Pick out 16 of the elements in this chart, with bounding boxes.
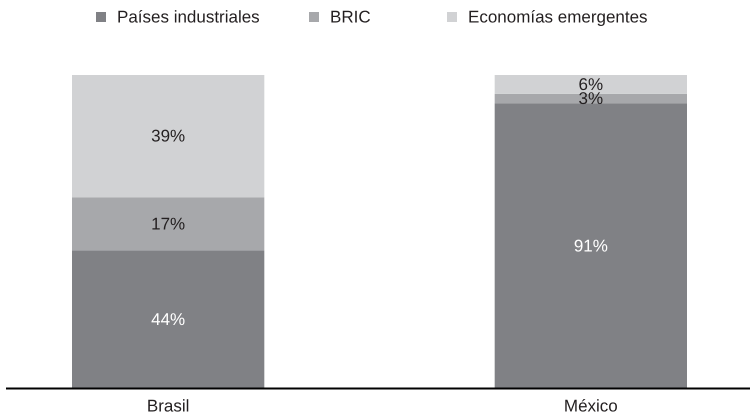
x-tick-label: México: [564, 396, 618, 416]
bar: [494, 75, 687, 94]
legend-label: Países industriales: [117, 8, 260, 26]
bar: [72, 75, 264, 198]
bar: [72, 197, 264, 251]
bar: [72, 250, 264, 388]
legend-label: BRIC: [330, 8, 371, 26]
data-label: 3%: [578, 89, 604, 108]
data-label: 17%: [151, 214, 186, 234]
data-label: 44%: [151, 310, 186, 330]
data-label: 91%: [574, 236, 608, 256]
bar: [494, 103, 687, 388]
bar: [494, 94, 687, 104]
legend-label: Economías emergentes: [468, 8, 648, 26]
x-tick-label: Brasil: [146, 396, 190, 416]
data-label: 39%: [151, 126, 186, 146]
